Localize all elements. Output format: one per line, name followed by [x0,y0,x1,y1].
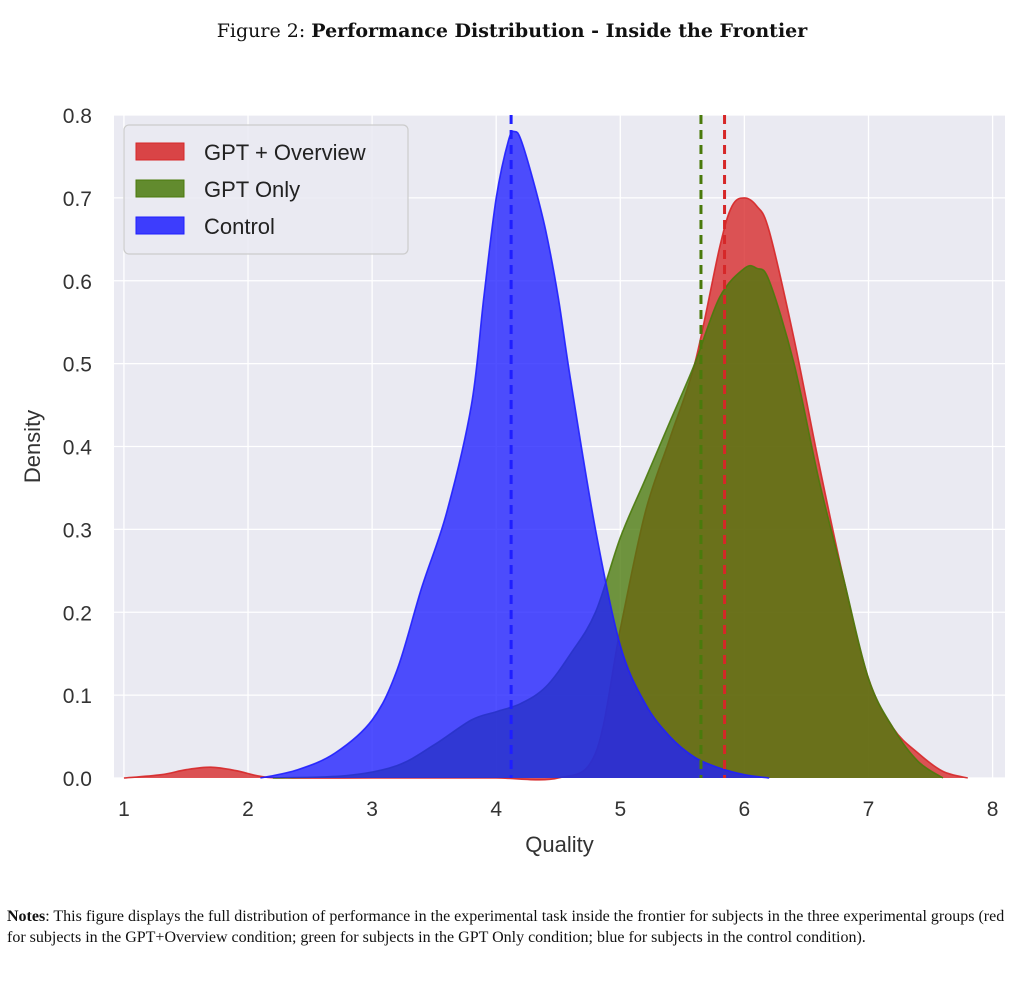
figure-number: Figure 2: [216,20,306,42]
legend-box [123,124,409,255]
figure-title: Figure 2: Performance Distribution - Ins… [0,20,1024,42]
x-tick-label: 1 [118,798,130,821]
legend-swatch-gpt-only [135,179,185,198]
figure-title-text: Performance Distribution - Inside the Fr… [311,20,808,42]
legend-label-gpt-only: GPT Only [204,177,300,202]
notes-text: : This figure displays the full distribu… [7,908,1005,946]
x-tick-label: 6 [739,798,751,821]
x-axis-label: Quality [525,832,593,857]
legend-label-control: Control [204,214,275,239]
legend: GPT + Overview GPT Only Control [123,124,409,255]
y-tick-label: 0.5 [63,354,92,377]
density-chart: 1 2 3 4 5 6 7 8 0.0 0.1 0.2 0.3 0.4 0.5 0.6 0.7 0.8 Quali… [20,105,1005,857]
x-tick-label: 7 [863,798,875,821]
x-tick-label: 4 [490,798,502,821]
legend-swatch-control [135,216,185,235]
density-area-control [260,131,770,778]
y-tick-label: 0.4 [63,437,93,460]
y-tick-label: 0.0 [63,768,92,791]
legend-swatch-gpt-overview [135,142,185,161]
y-tick-label: 0.8 [63,105,92,128]
y-tick-label: 0.2 [63,602,92,625]
x-tick-label: 5 [614,798,626,821]
x-tick-label: 8 [987,798,999,821]
figure-notes: Notes: This figure displays the full dis… [7,906,1007,948]
y-tick-label: 0.7 [63,188,92,211]
y-tick-label: 0.3 [63,519,92,542]
y-tick-label: 0.6 [63,271,92,294]
y-axis-label: Density [20,410,45,483]
x-tick-label: 3 [366,798,378,821]
density-line-control [260,130,770,779]
legend-label-gpt-overview: GPT + Overview [204,140,366,165]
y-tick-label: 0.1 [63,685,92,708]
density-area-gpt-only [272,265,943,778]
x-tick-label: 2 [242,798,254,821]
notes-label: Notes [7,908,46,925]
